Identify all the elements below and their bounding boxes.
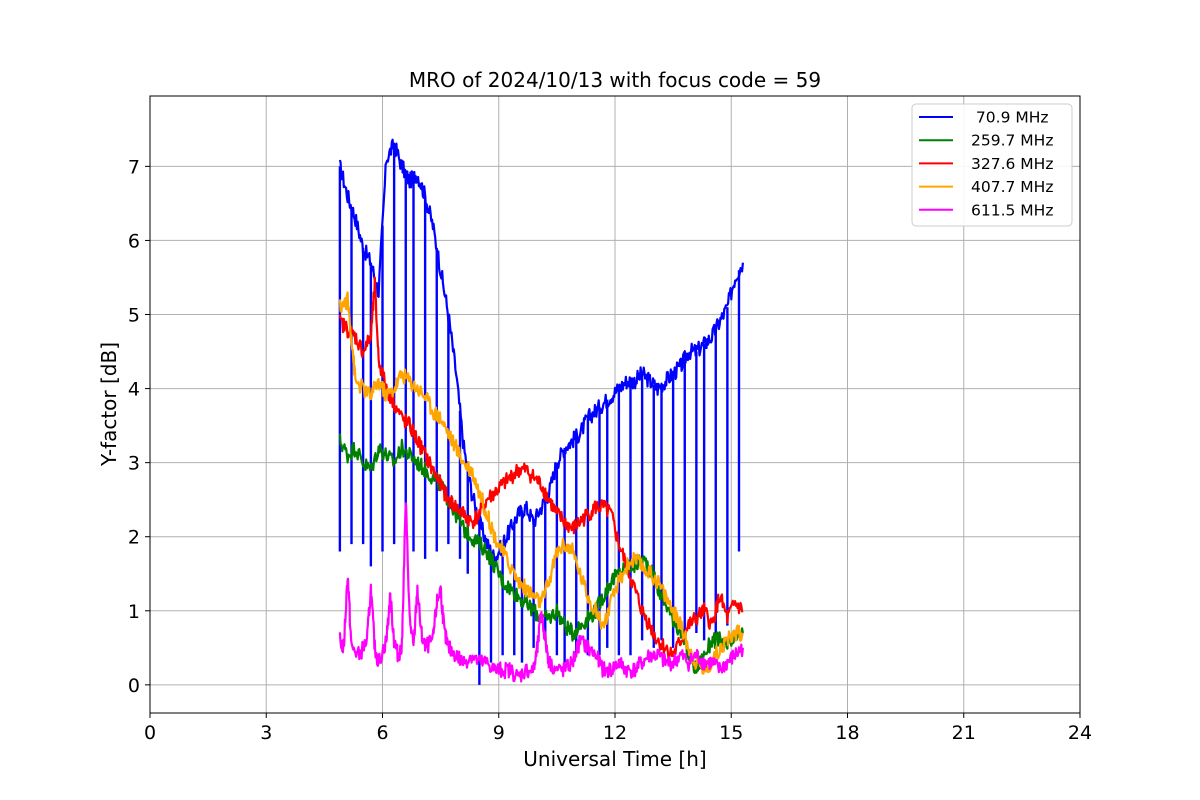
x-tick-label: 24: [1068, 722, 1092, 744]
x-tick-label: 9: [493, 722, 505, 744]
y-tick-label: 5: [128, 305, 140, 327]
legend-label: 70.9 MHz: [971, 109, 1049, 127]
series-layer: [338, 138, 744, 685]
chart-title: MRO of 2024/10/13 with focus code = 59: [409, 68, 821, 92]
x-tick-label: 18: [835, 722, 859, 744]
x-tick-label: 6: [376, 722, 388, 744]
y-tick-label: 4: [128, 379, 140, 401]
legend-box: [911, 103, 1073, 227]
legend-label: 407.7 MHz: [971, 178, 1053, 196]
y-tick-label: 0: [128, 675, 140, 697]
y-tick-label: 6: [128, 230, 140, 252]
series-line-70-9-mhz: [338, 138, 744, 568]
legend: 70.9 MHz 259.7 MHz 327.6 MHz 407.7 MHz 611.5…: [911, 103, 1073, 227]
y-tick-label: 2: [128, 527, 140, 549]
x-tick-label: 3: [260, 722, 272, 744]
series-line-327-6-mhz: [338, 276, 744, 661]
x-tick-label: 0: [144, 722, 156, 744]
series-407-7-mhz: [338, 291, 744, 675]
y-tick-label: 3: [128, 453, 140, 475]
x-tick-label: 15: [719, 722, 743, 744]
series-line-407-7-mhz: [338, 291, 744, 675]
y-tick-label: 1: [128, 601, 140, 623]
x-tick-label: 12: [603, 722, 627, 744]
series-line-611-5-mhz: [338, 502, 744, 683]
legend-label: 611.5 MHz: [971, 201, 1053, 219]
legend-label: 259.7 MHz: [971, 132, 1053, 150]
x-tick-label: 21: [952, 722, 976, 744]
y-axis-label: Y-factor [dB]: [97, 342, 121, 467]
series-327-6-mhz: [338, 276, 744, 661]
series-70-9-mhz: [338, 138, 744, 685]
series-611-5-mhz: [338, 502, 744, 683]
y-tick-label: 7: [128, 156, 140, 178]
legend-label: 327.6 MHz: [971, 155, 1053, 173]
x-axis-label: Universal Time [h]: [523, 747, 706, 771]
